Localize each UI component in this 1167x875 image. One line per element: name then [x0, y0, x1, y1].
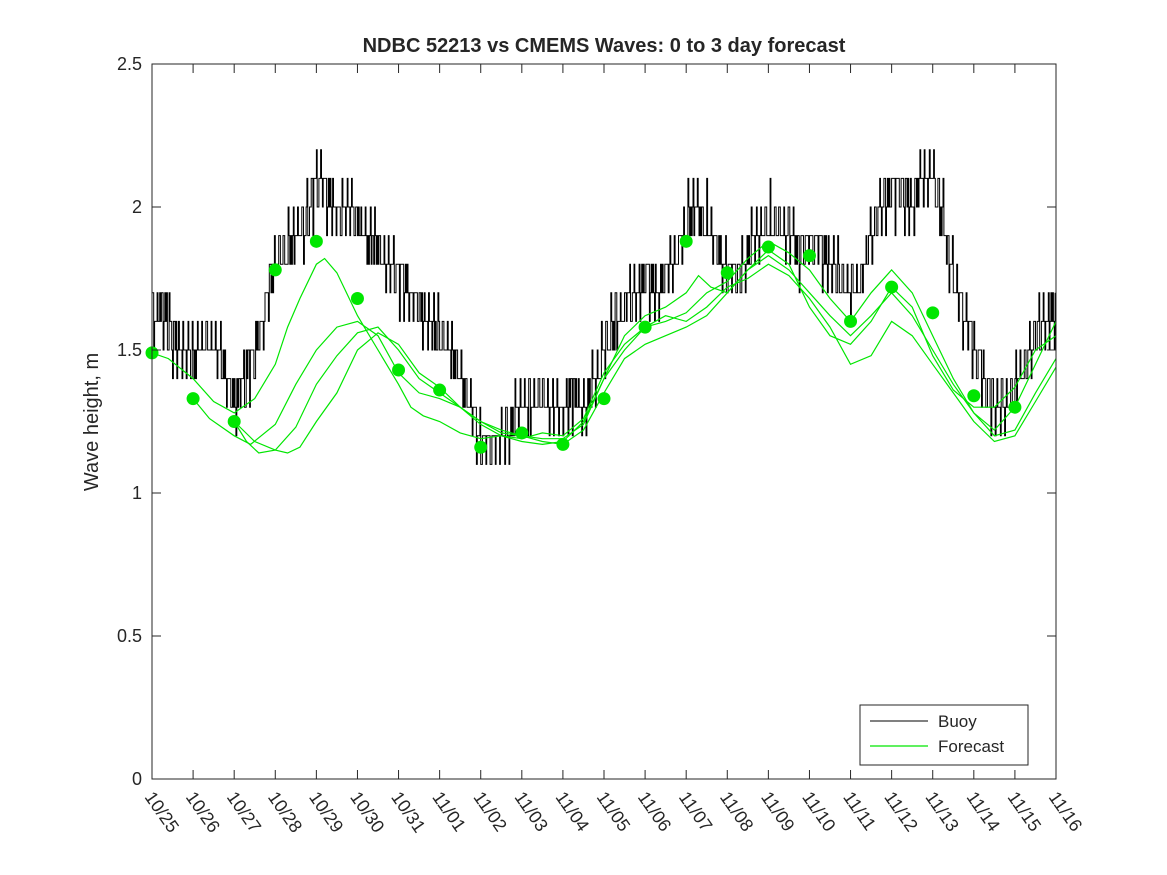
- legend: Buoy Forecast: [859, 704, 1029, 766]
- forecast-marker: [309, 234, 323, 248]
- forecast-line-2: [192, 240, 1057, 446]
- forecast-marker: [474, 440, 488, 454]
- forecast-marker: [515, 426, 529, 440]
- legend-forecast-label: Forecast: [938, 737, 1004, 756]
- y-tick-label: 1.5: [117, 340, 142, 360]
- forecast-marker: [392, 363, 406, 377]
- forecast-marker: [268, 263, 282, 277]
- forecast-marker: [720, 266, 734, 280]
- forecast-marker: [597, 392, 611, 406]
- forecast-marker: [967, 389, 981, 403]
- forecast-marker: [761, 240, 775, 254]
- forecast-marker: [1008, 400, 1022, 414]
- forecast-marker: [926, 306, 940, 320]
- forecast-marker: [638, 320, 652, 334]
- legend-box: [859, 704, 1029, 766]
- y-tick-label: 1: [132, 483, 142, 503]
- forecast-line-4: [233, 263, 1057, 454]
- forecast-marker: [802, 249, 816, 263]
- forecast-line-3: [233, 254, 1057, 454]
- forecast-marker: [556, 437, 570, 451]
- forecast-marker: [433, 383, 447, 397]
- forecast-marker: [227, 415, 241, 428]
- y-axis-label: Wave height, m: [81, 353, 103, 491]
- forecast-marker: [885, 280, 899, 294]
- y-tick-label: 0.5: [117, 626, 142, 646]
- forecast-marker: [844, 314, 858, 328]
- forecast-marker: [186, 392, 200, 406]
- y-tick-label: 2: [132, 197, 142, 217]
- y-tick-label: 0: [132, 769, 142, 789]
- y-tick-label: 2.5: [117, 54, 142, 74]
- legend-buoy-label: Buoy: [938, 712, 977, 731]
- forecast-marker: [350, 292, 364, 306]
- chart-title: NDBC 52213 vs CMEMS Waves: 0 to 3 day fo…: [363, 35, 846, 57]
- forecast-marker: [679, 234, 693, 248]
